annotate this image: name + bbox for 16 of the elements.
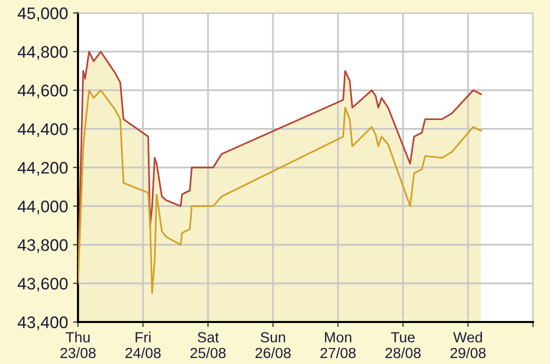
y-tick-label: 44,000 — [18, 200, 68, 214]
x-tick-label: Fri 24/08 — [125, 332, 161, 358]
x-tick-label: Tue 28/08 — [385, 332, 421, 358]
y-tick-label: 44,200 — [18, 162, 68, 176]
x-tick-label: Sat 25/08 — [190, 332, 226, 358]
x-tick-label: Thu 23/08 — [60, 332, 96, 358]
y-tick-label: 43,800 — [18, 239, 68, 253]
x-tick-label: Sun 26/08 — [255, 332, 291, 358]
y-tick-label: 45,000 — [18, 7, 68, 22]
x-tick-label: Mon 27/08 — [320, 332, 356, 358]
y-tick-label: 44,800 — [18, 46, 68, 60]
y-tick-label: 44,600 — [18, 84, 68, 98]
y-tick-label: 43,600 — [18, 278, 68, 292]
y-tick-label: 43,400 — [18, 316, 68, 330]
y-tick-label: 44,400 — [18, 123, 68, 138]
x-tick-label: Wed 29/08 — [450, 332, 486, 358]
